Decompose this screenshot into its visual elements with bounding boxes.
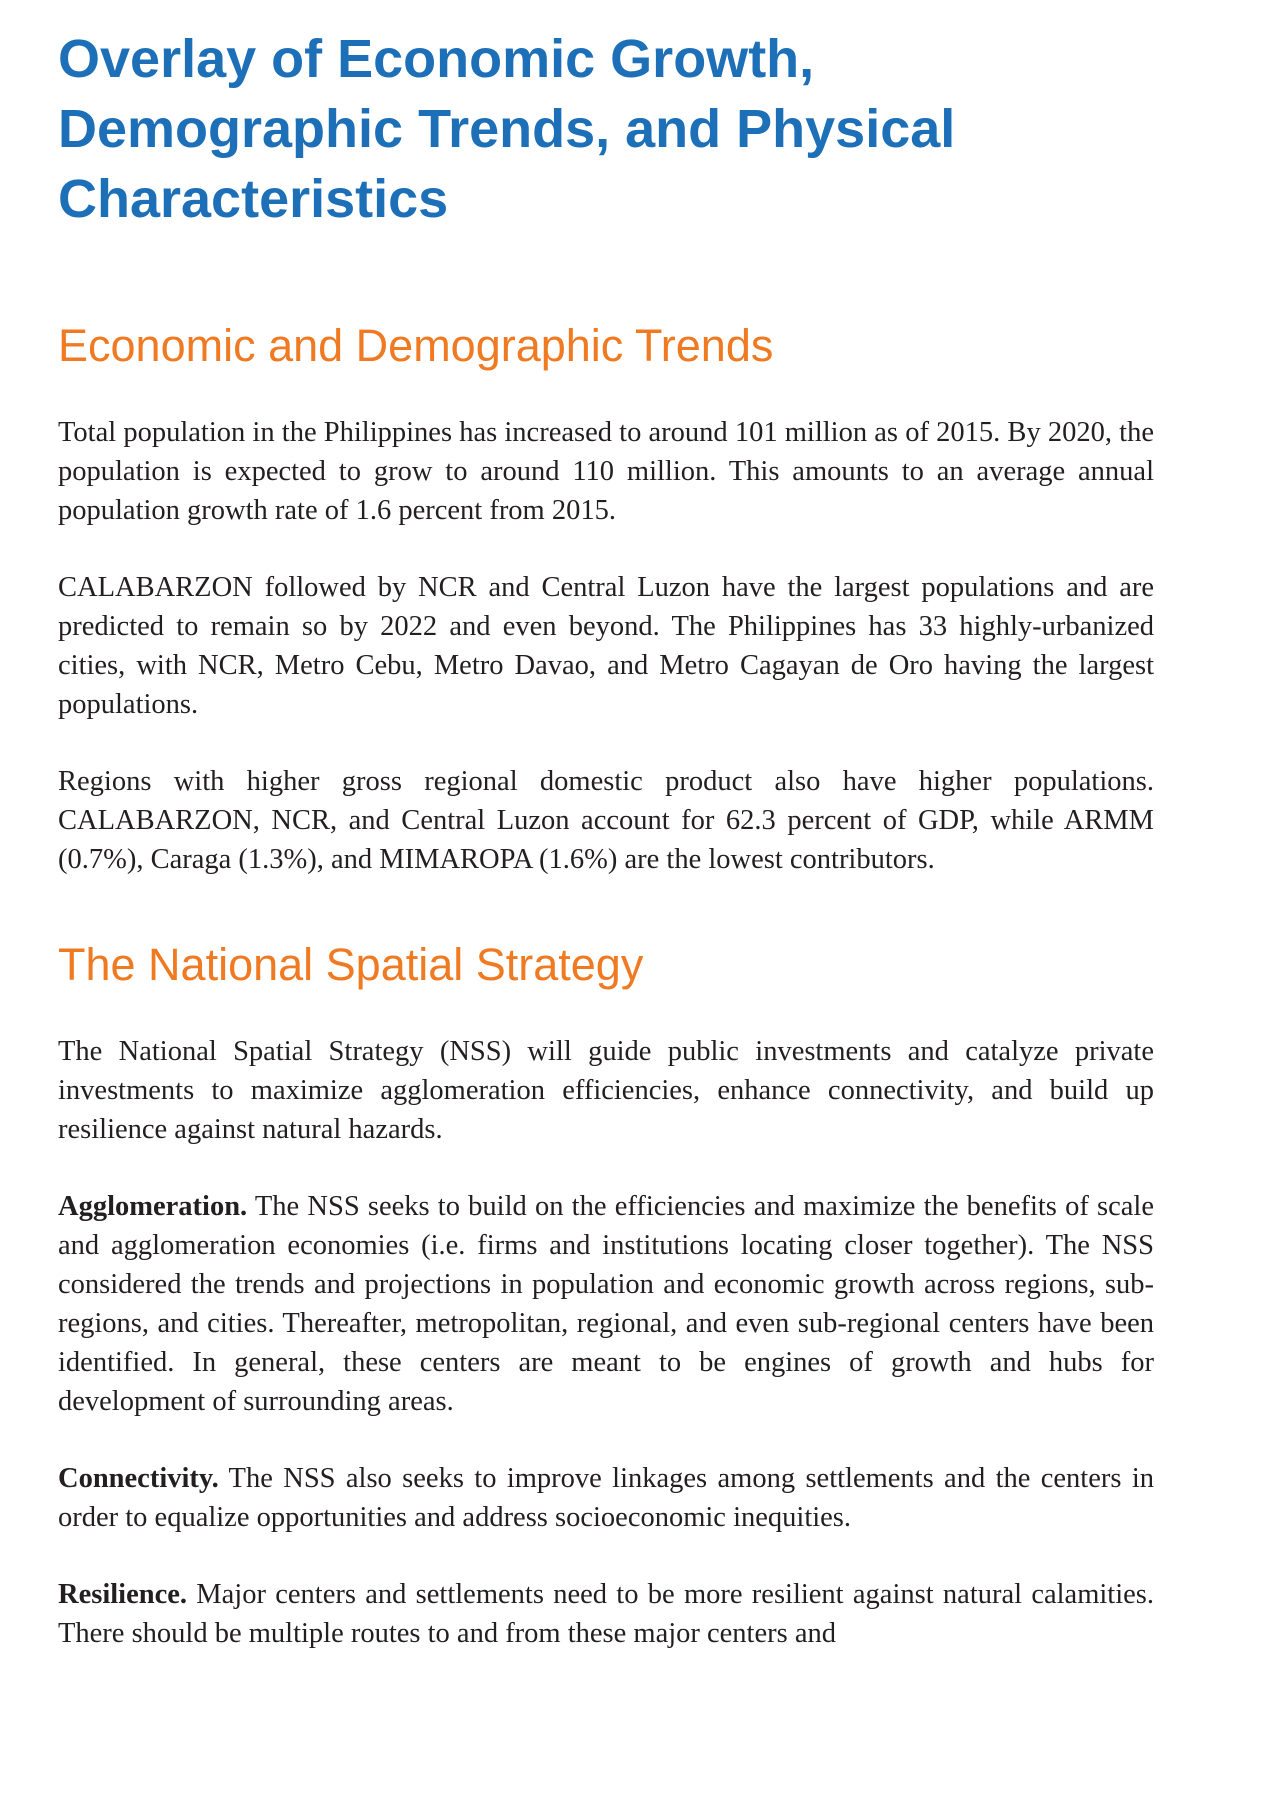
paragraph: Regions with higher gross regional domes… bbox=[58, 762, 1154, 879]
section-economic-demographic-trends: Economic and Demographic Trends Total po… bbox=[58, 318, 1154, 879]
paragraph-text: The National Spatial Strategy (NSS) will… bbox=[58, 1036, 1154, 1145]
section-body: The National Spatial Strategy (NSS) will… bbox=[58, 1032, 1154, 1653]
paragraph: The National Spatial Strategy (NSS) will… bbox=[58, 1032, 1154, 1149]
paragraph-connectivity: Connectivity. The NSS also seeks to impr… bbox=[58, 1459, 1154, 1537]
paragraph-text: Regions with higher gross regional domes… bbox=[58, 766, 1154, 875]
section-heading: Economic and Demographic Trends bbox=[58, 320, 774, 371]
document-title: Overlay of Economic Growth, Demographic … bbox=[58, 29, 956, 229]
paragraph: CALABARZON followed by NCR and Central L… bbox=[58, 568, 1154, 724]
section-body: Total population in the Philippines has … bbox=[58, 413, 1154, 879]
paragraph-text: Total population in the Philippines has … bbox=[58, 417, 1154, 526]
paragraph-text: CALABARZON followed by NCR and Central L… bbox=[58, 572, 1154, 720]
paragraph-lead: Resilience. bbox=[58, 1579, 188, 1610]
paragraph-text: The NSS seeks to build on the efficienci… bbox=[58, 1191, 1154, 1417]
paragraph-text: The NSS also seeks to improve linkages a… bbox=[58, 1463, 1154, 1533]
paragraph: Total population in the Philippines has … bbox=[58, 413, 1154, 530]
paragraph-resilience: Resilience. Major centers and settlement… bbox=[58, 1575, 1154, 1653]
paragraph-lead: Agglomeration. bbox=[58, 1191, 248, 1222]
paragraph-text: Major centers and settlements need to be… bbox=[58, 1579, 1154, 1649]
paragraph-lead: Connectivity. bbox=[58, 1463, 219, 1494]
section-national-spatial-strategy: The National Spatial Strategy The Nation… bbox=[58, 937, 1154, 1653]
section-heading: The National Spatial Strategy bbox=[58, 939, 644, 990]
paragraph-agglomeration: Agglomeration. The NSS seeks to build on… bbox=[58, 1187, 1154, 1421]
